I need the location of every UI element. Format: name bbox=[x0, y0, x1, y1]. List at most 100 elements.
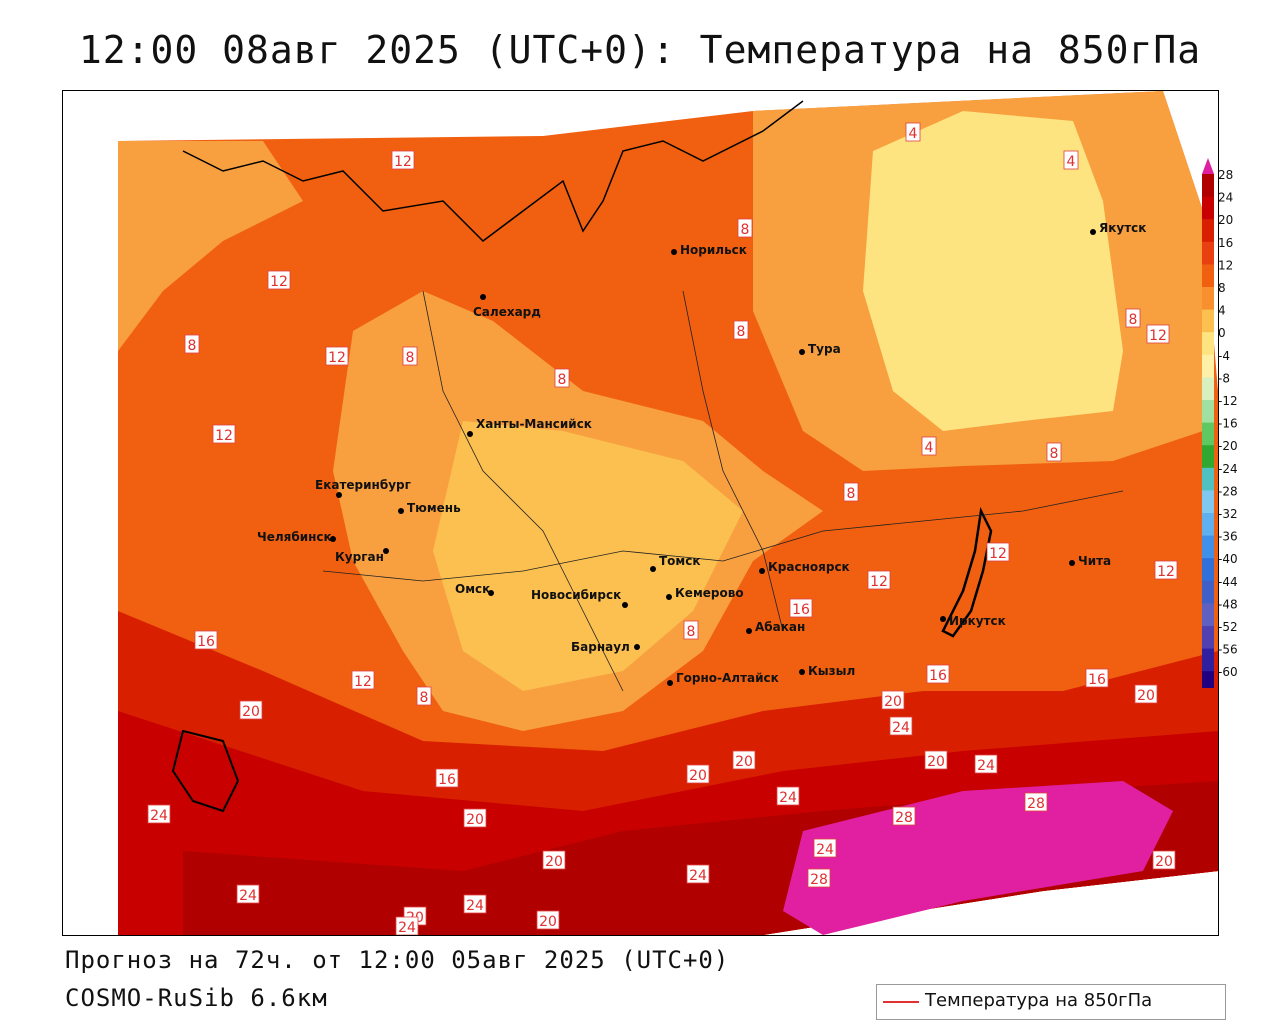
svg-text:8: 8 bbox=[1050, 446, 1059, 462]
svg-text:8: 8 bbox=[687, 624, 696, 640]
svg-text:12: 12 bbox=[870, 574, 888, 590]
svg-text:12: 12 bbox=[270, 274, 288, 290]
isotherm-label: 4 bbox=[921, 436, 937, 456]
city-omsk[interactable]: Омск bbox=[455, 582, 494, 596]
city-kurgan[interactable]: Курган bbox=[335, 548, 389, 564]
svg-text:Ханты-Мансийск: Ханты-Мансийск bbox=[476, 417, 592, 431]
isotherm-label: 12 bbox=[1154, 560, 1178, 580]
isotherm-label: 4 bbox=[1063, 150, 1079, 170]
isotherm-label: 16 bbox=[194, 630, 218, 650]
colorbar-tick-label: 4 bbox=[1218, 304, 1226, 318]
city-irkutsk[interactable]: Иркутск bbox=[940, 614, 1006, 628]
city-tura[interactable]: Тура bbox=[799, 342, 841, 356]
colorbar-tick-label: 16 bbox=[1218, 236, 1233, 250]
colorbar-swatch bbox=[1202, 332, 1214, 356]
colorbar-tick-label: 12 bbox=[1218, 258, 1233, 272]
colorbar-tick-label: -32 bbox=[1218, 507, 1238, 521]
svg-text:20: 20 bbox=[242, 704, 260, 720]
isotherm-label: 8 bbox=[1125, 308, 1141, 328]
city-chelyabinsk[interactable]: Челябинск bbox=[257, 530, 336, 544]
svg-text:Курган: Курган bbox=[335, 550, 384, 564]
city-ekaterinburg[interactable]: Екатеринбург bbox=[315, 478, 411, 498]
isotherm-label: 20 bbox=[1134, 684, 1158, 704]
legend-line-swatch bbox=[883, 1001, 919, 1003]
coastline bbox=[182, 100, 804, 242]
svg-text:8: 8 bbox=[741, 222, 750, 238]
legend: Температура на 850гПа bbox=[876, 984, 1226, 1020]
svg-text:4: 4 bbox=[909, 126, 918, 142]
city-yakutsk[interactable]: Якутск bbox=[1090, 221, 1146, 235]
colorbar-swatch bbox=[1202, 196, 1214, 220]
svg-text:Тура: Тура bbox=[808, 342, 841, 356]
colorbar-swatch bbox=[1202, 580, 1214, 604]
colorbar-swatch bbox=[1202, 513, 1214, 537]
city-novosibirsk[interactable]: Новосибирск bbox=[531, 588, 628, 608]
colorbar-swatch bbox=[1202, 377, 1214, 401]
isotherm-label: 28 bbox=[807, 868, 831, 888]
legend-label: Температура на 850гПа bbox=[925, 990, 1153, 1011]
city-kyzyl[interactable]: Кызыл bbox=[799, 664, 855, 678]
colorbar-tick-label: 28 bbox=[1218, 168, 1233, 182]
field-4-central bbox=[433, 421, 743, 691]
colorbar-tick-label: -56 bbox=[1218, 643, 1238, 657]
forecast-info: Прогноз на 72ч. от 12:00 05авг 2025 (UTC… bbox=[65, 946, 730, 974]
isotherm-label: 8 bbox=[184, 334, 200, 354]
isotherm-label: 8 bbox=[843, 482, 859, 502]
temperature-map[interactable]: Норильск Якутск Салехард Тура Ханты-Манс… bbox=[62, 90, 1219, 936]
city-abakan[interactable]: Абакан bbox=[746, 620, 805, 634]
city-tyumen[interactable]: Тюмень bbox=[398, 501, 461, 515]
isotherm-label: 24 bbox=[147, 804, 171, 824]
colorbar-swatch bbox=[1202, 490, 1214, 514]
svg-text:4: 4 bbox=[1067, 154, 1076, 170]
svg-text:Чита: Чита bbox=[1078, 554, 1111, 568]
svg-text:Новосибирск: Новосибирск bbox=[531, 588, 621, 602]
colorbar-tick-label: -8 bbox=[1218, 371, 1230, 385]
svg-text:20: 20 bbox=[927, 754, 945, 770]
city-krasnoyarsk[interactable]: Красноярск bbox=[759, 560, 850, 574]
city-tomsk[interactable]: Томск bbox=[650, 554, 701, 572]
svg-text:4: 4 bbox=[925, 440, 934, 456]
isotherm-label: 8 bbox=[416, 686, 432, 706]
isotherm-label: 16 bbox=[926, 664, 950, 684]
isotherm-label: 20 bbox=[881, 690, 905, 710]
isotherm-label: 12 bbox=[986, 542, 1010, 562]
svg-text:28: 28 bbox=[810, 872, 828, 888]
colorbar-swatch bbox=[1202, 400, 1214, 424]
isotherm-label: 24 bbox=[974, 754, 998, 774]
svg-text:20: 20 bbox=[884, 694, 902, 710]
city-kemerovo[interactable]: Кемерово bbox=[666, 586, 744, 600]
colorbar-tick-label: -20 bbox=[1218, 439, 1238, 453]
colorbar-swatch bbox=[1202, 603, 1214, 627]
city-gorno-altaysk[interactable]: Горно-Алтайск bbox=[667, 671, 779, 686]
colorbar-swatch bbox=[1202, 264, 1214, 288]
isotherm-label: 12 bbox=[867, 570, 891, 590]
colorbar-swatch bbox=[1202, 671, 1214, 688]
svg-text:Норильск: Норильск bbox=[680, 243, 747, 257]
isotherm-label: 8 bbox=[402, 346, 418, 366]
colorbar-swatch bbox=[1202, 445, 1214, 469]
svg-text:16: 16 bbox=[792, 602, 810, 618]
isotherm-label: 16 bbox=[1085, 668, 1109, 688]
svg-text:Тюмень: Тюмень bbox=[407, 501, 461, 515]
svg-text:12: 12 bbox=[328, 350, 346, 366]
colorbar-tick-label: -24 bbox=[1218, 462, 1238, 476]
svg-text:8: 8 bbox=[1129, 312, 1138, 328]
svg-text:20: 20 bbox=[689, 768, 707, 784]
svg-text:28: 28 bbox=[895, 810, 913, 826]
svg-text:24: 24 bbox=[689, 868, 707, 884]
colorbar-swatch bbox=[1202, 626, 1214, 650]
city-khanty-mansiysk[interactable]: Ханты-Мансийск bbox=[467, 417, 592, 437]
isotherm-label: 12 bbox=[325, 346, 349, 366]
isotherm-label: 24 bbox=[889, 716, 913, 736]
field-0-east bbox=[863, 111, 1123, 431]
city-norilsk[interactable]: Норильск bbox=[671, 243, 747, 257]
svg-text:Кызыл: Кызыл bbox=[808, 664, 855, 678]
city-salekhard[interactable]: Салехард bbox=[473, 294, 541, 319]
city-barnaul[interactable]: Барнаул bbox=[571, 640, 640, 654]
svg-text:24: 24 bbox=[977, 758, 995, 774]
colorbar-top-arrow bbox=[1202, 158, 1214, 174]
city-chita[interactable]: Чита bbox=[1069, 554, 1111, 568]
isotherm-labels: 12 4 4 8 12 8 12 8 8 8 12 8 12 4 8 8 12 … bbox=[147, 122, 1178, 935]
colorbar-tick-label: -16 bbox=[1218, 417, 1238, 431]
svg-text:12: 12 bbox=[354, 674, 372, 690]
